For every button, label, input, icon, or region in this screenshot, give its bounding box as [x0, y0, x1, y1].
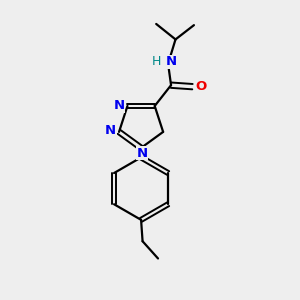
- Text: N: N: [114, 100, 125, 112]
- Text: H: H: [152, 56, 161, 68]
- Text: O: O: [195, 80, 206, 93]
- Text: N: N: [166, 56, 177, 68]
- Text: N: N: [105, 124, 116, 137]
- Text: N: N: [136, 147, 148, 160]
